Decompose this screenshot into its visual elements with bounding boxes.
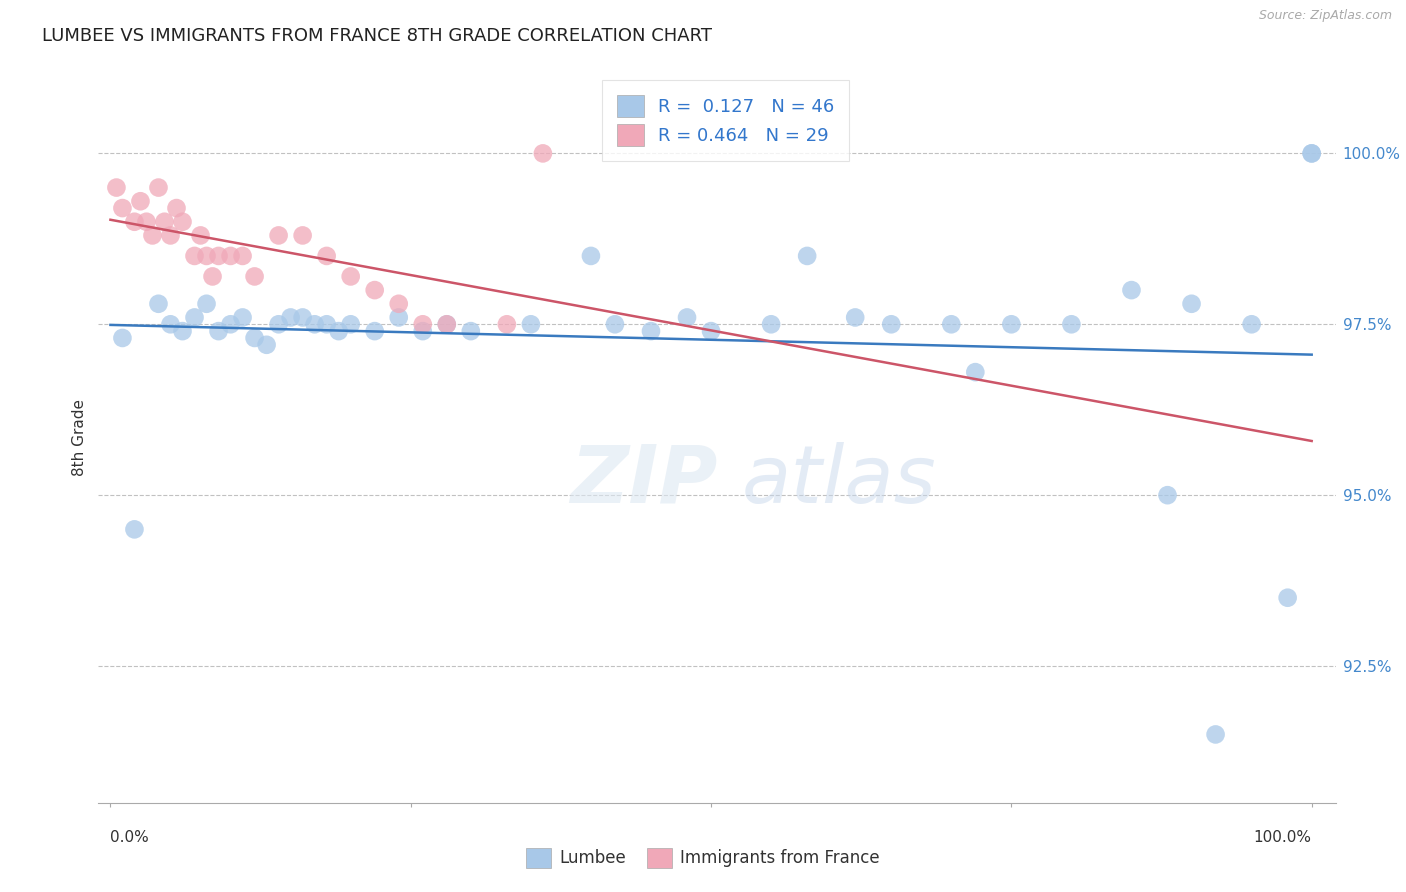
Point [339, 269, 361, 284]
Point [172, 324, 194, 338]
Point [1060, 318, 1083, 332]
Text: Source: ZipAtlas.com: Source: ZipAtlas.com [1258, 9, 1392, 22]
Point [304, 318, 326, 332]
Point [880, 318, 903, 332]
Point [460, 324, 482, 338]
Point [603, 318, 626, 332]
Point [676, 310, 699, 325]
Point [159, 318, 181, 332]
Point [159, 228, 181, 243]
Point [190, 228, 212, 243]
Point [436, 318, 458, 332]
Point [172, 215, 194, 229]
Point [148, 297, 170, 311]
Point [267, 228, 290, 243]
Point [364, 324, 387, 338]
Point [256, 338, 278, 352]
Point [495, 318, 517, 332]
Point [1301, 146, 1323, 161]
Point [129, 194, 152, 209]
Point [388, 310, 411, 325]
Point [1277, 591, 1299, 605]
Point [328, 324, 350, 338]
Point [1301, 146, 1323, 161]
Point [315, 249, 337, 263]
Point [941, 318, 963, 332]
Point [291, 228, 314, 243]
Point [148, 180, 170, 194]
Point [232, 249, 254, 263]
Point [412, 318, 434, 332]
Point [183, 249, 205, 263]
Point [364, 283, 387, 297]
Text: 100.0%: 100.0% [1254, 830, 1312, 845]
Point [195, 249, 218, 263]
Point [280, 310, 302, 325]
Point [759, 318, 782, 332]
Point [1121, 283, 1143, 297]
Point [531, 146, 554, 161]
Point [1205, 727, 1227, 741]
Point [1180, 297, 1202, 311]
Text: 0.0%: 0.0% [111, 830, 149, 845]
Point [219, 249, 242, 263]
Point [1240, 318, 1263, 332]
Legend: R =  0.127   N = 46, R = 0.464   N = 29: R = 0.127 N = 46, R = 0.464 N = 29 [602, 80, 849, 161]
Point [166, 201, 188, 215]
Point [267, 318, 290, 332]
Point [640, 324, 662, 338]
Point [579, 249, 602, 263]
Point [207, 249, 229, 263]
Point [388, 297, 411, 311]
Point [291, 310, 314, 325]
Y-axis label: 8th Grade: 8th Grade [72, 399, 87, 475]
Point [135, 215, 157, 229]
Point [243, 331, 266, 345]
Point [111, 331, 134, 345]
Point [1000, 318, 1022, 332]
Point [111, 201, 134, 215]
Text: ZIP: ZIP [569, 442, 717, 520]
Point [315, 318, 337, 332]
Text: LUMBEE VS IMMIGRANTS FROM FRANCE 8TH GRADE CORRELATION CHART: LUMBEE VS IMMIGRANTS FROM FRANCE 8TH GRA… [42, 27, 713, 45]
Point [105, 180, 128, 194]
Point [700, 324, 723, 338]
Point [520, 318, 543, 332]
Point [207, 324, 229, 338]
Point [124, 522, 146, 536]
Point [1156, 488, 1178, 502]
Point [243, 269, 266, 284]
Point [141, 228, 163, 243]
Legend: Lumbee, Immigrants from France: Lumbee, Immigrants from France [520, 841, 886, 875]
Point [965, 365, 987, 379]
Point [183, 310, 205, 325]
Point [124, 215, 146, 229]
Point [844, 310, 866, 325]
Point [412, 324, 434, 338]
Point [219, 318, 242, 332]
Point [436, 318, 458, 332]
Point [153, 215, 176, 229]
Point [232, 310, 254, 325]
Point [195, 297, 218, 311]
Point [339, 318, 361, 332]
Point [201, 269, 224, 284]
Point [796, 249, 818, 263]
Text: atlas: atlas [742, 442, 936, 520]
